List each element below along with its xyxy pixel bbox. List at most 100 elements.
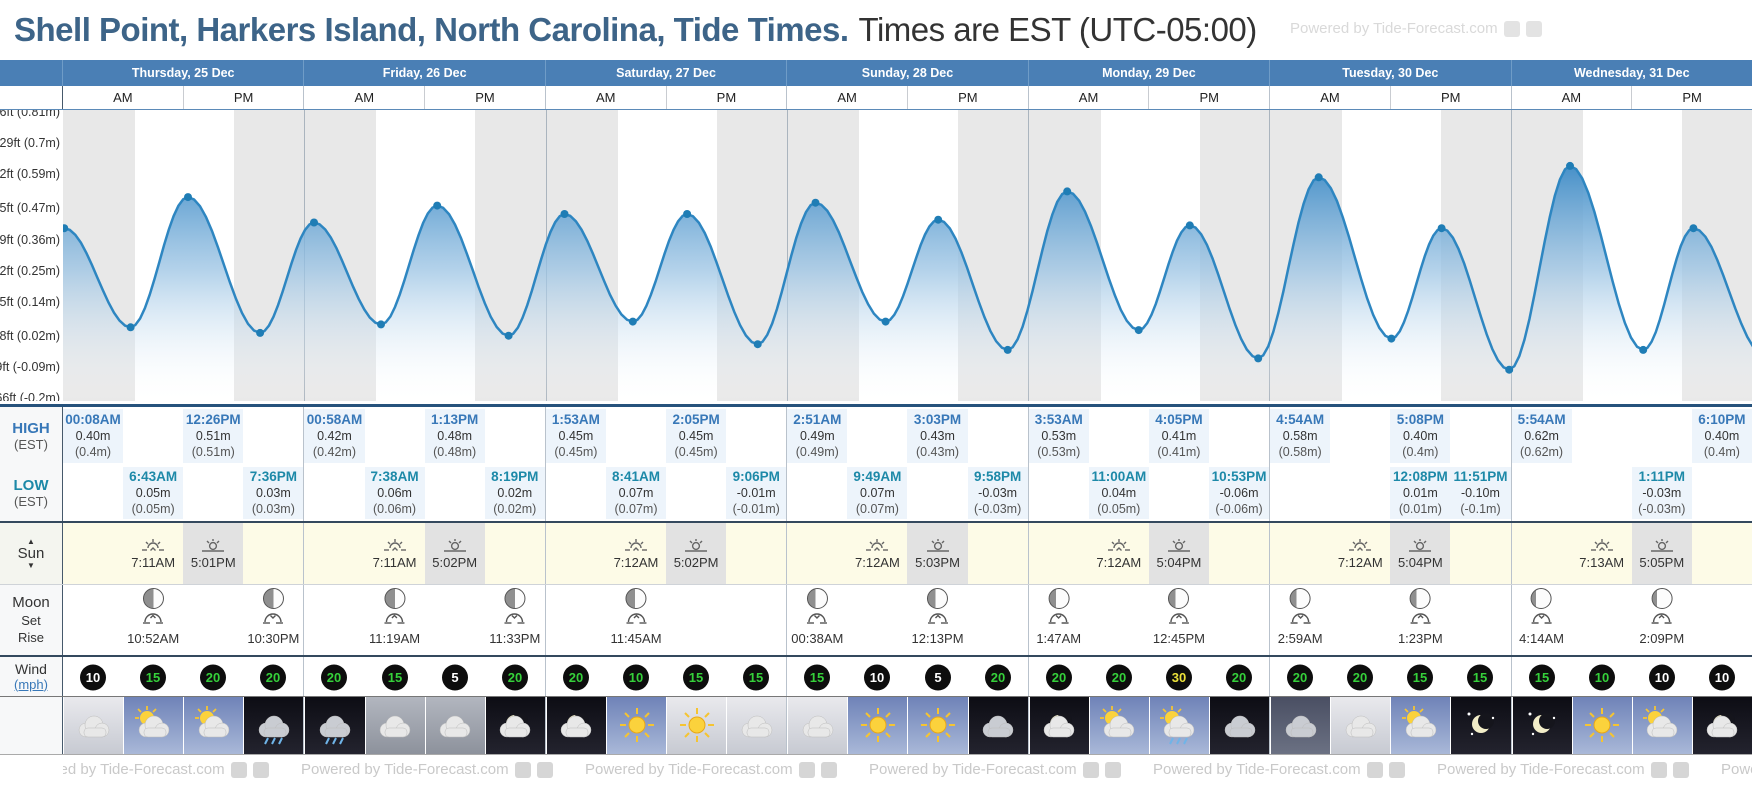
high-tide-height-alt: (0.43m) (915, 445, 960, 459)
low-label-tz: (EST) (14, 494, 48, 509)
high-tide-entry: 00:58AM 0.42m (0.42m) (304, 409, 365, 463)
moon-set-entry: 11:19AM (369, 588, 420, 655)
sun-row: ▲ Sun ▼ 7:11AM 5:01PM 7:11AM 5:02PM 7:12AM 5:… (0, 523, 1752, 585)
high-tide-height: 0.43m (920, 429, 955, 443)
y-axis-label: 2.66ft (0.81m) (0, 110, 60, 120)
playstore-icon (1388, 761, 1405, 778)
wind-badge: 30 (1165, 660, 1196, 690)
weather-moon-icon (1528, 712, 1556, 735)
moon-phase-icon (142, 588, 164, 609)
wind-badge: 20 (321, 664, 348, 696)
weather-cell (1028, 697, 1089, 754)
day-header-1: Thursday, 25 Dec (131, 66, 235, 80)
sunset-icon (443, 538, 466, 552)
tide-point-high (934, 215, 943, 224)
high-label-tz: (EST) (14, 437, 48, 452)
watermark-footer: Powered by Tide-Forecast.com (585, 761, 837, 778)
ampm-day-2: AM PM (303, 86, 544, 109)
high-tide-height: 0.58m (1282, 429, 1318, 443)
am-label: AM (595, 90, 616, 105)
low-tide-entry: 9:06PM -0.01m (-0.01m) (726, 467, 787, 519)
tide-day-7: 5:54AM 0.62m (0.62m) 6:10PM 0.40m (0.4m) (1510, 407, 1752, 465)
wind-speed-badge: 10 (72, 655, 114, 698)
sunrise-entry: 7:12AM (1330, 523, 1390, 584)
low-tide-entry: 12:08PM 0.01m (0.01m) (1390, 467, 1451, 519)
tide-point-low (1134, 326, 1143, 335)
weather-sun-icon (1585, 707, 1620, 742)
wind-speed-badge: 15 (1521, 655, 1563, 698)
low-tide-height-alt: (0.01m) (1398, 502, 1442, 516)
wind-badge: 5 (921, 660, 951, 690)
pm-label: PM (1148, 86, 1269, 109)
wind-badge: 20 (984, 660, 1014, 690)
weather-cell (907, 697, 968, 754)
tide-point-high (1566, 161, 1574, 170)
tide-point-high (1063, 187, 1072, 196)
weather-rain-icon (319, 715, 351, 744)
ampm-day-4: AM PM (786, 86, 1027, 109)
sun-day-6: 7:12AM 5:04PM (1269, 523, 1510, 584)
tide-point-low (1003, 345, 1012, 354)
sun-cells: 7:11AM 5:01PM 7:11AM 5:02PM 7:12AM 5:02PM 7:12… (63, 523, 1752, 584)
pm-label: PM (182, 86, 304, 109)
weather-cell (1450, 697, 1511, 754)
weather-cell (1390, 697, 1451, 754)
weather-cell (605, 697, 667, 754)
wind-badge: 20 (562, 660, 593, 690)
sunset-entry: 5:02PM (666, 523, 727, 584)
weather-day-5 (1027, 697, 1270, 754)
high-row-label: HIGH (EST) (0, 407, 63, 465)
svg-text:15: 15 (1534, 670, 1548, 685)
weather-cell (304, 697, 365, 754)
pm-label: PM (1631, 86, 1752, 109)
sun-label-text: Sun (17, 544, 45, 562)
low-tide-entry: 11:00AM 0.04m (0.05m) (1088, 467, 1149, 519)
wind-badge: 15 (804, 664, 831, 696)
svg-text:10: 10 (870, 670, 884, 685)
weather-cloud-icon (1224, 715, 1255, 737)
moon-phase-icon (262, 588, 284, 609)
low-label-text: LOW (13, 477, 49, 494)
weather-row-spacer (0, 697, 63, 754)
wind-cells: 10 15 20 20 20 15 5 20 20 10 15 15 15 10 5 20 20 20 30 20 20… (63, 655, 1752, 698)
y-axis-label: -0.29ft (-0.09m) (0, 359, 60, 374)
high-tide-entry: 3:03PM 0.43m (0.43m) (907, 409, 968, 463)
high-tide-height: 0.62m (1524, 429, 1559, 443)
y-axis-label: 2.29ft (0.7m) (0, 136, 60, 151)
sunrise-icon (866, 538, 889, 551)
wind-day-6: 20 20 15 15 (1269, 657, 1510, 696)
sunrise-icon (624, 538, 647, 551)
svg-text:20: 20 (1293, 670, 1307, 685)
svg-text:20: 20 (569, 670, 583, 685)
weather-cell (1691, 697, 1752, 754)
low-tide-entry: 7:38AM 0.06m (0.06m) (364, 467, 425, 519)
moon-rise-icon (1290, 613, 1311, 624)
sunrise-entry: 7:11AM (123, 523, 183, 584)
chart-day-divider (1510, 110, 1512, 401)
low-tide-height-alt: (0.05m) (1097, 502, 1141, 516)
moon-phase-icon (927, 588, 949, 609)
wind-badge: 20 (501, 659, 530, 690)
high-tide-height: 0.53m (1041, 429, 1077, 443)
low-tide-height-alt: (0.06m) (373, 502, 417, 516)
weather-cloud-icon (439, 715, 471, 737)
low-tide-height-alt: (-0.01m) (732, 502, 780, 516)
moon-phase-icon (806, 588, 828, 609)
wind-mph-link[interactable]: (mph) (14, 676, 48, 692)
sun-row-label[interactable]: ▲ Sun ▼ (0, 523, 63, 584)
sunrise-icon (1107, 538, 1130, 551)
weather-cell (1270, 697, 1331, 754)
low-tide-entry: 11:51PM -0.10m (-0.1m) (1450, 467, 1511, 519)
weather-cell (666, 697, 727, 754)
wind-badge: 15 (1528, 664, 1557, 695)
tide-point-high (1185, 221, 1194, 230)
moon-set-entry: 2:09PM (1639, 588, 1684, 655)
low-tide-height: -0.06m (1219, 486, 1259, 500)
low-tide-height: 0.07m (860, 486, 895, 500)
sunrise-entry: 7:12AM (606, 523, 666, 584)
svg-text:15: 15 (749, 670, 763, 685)
wind-speed-badge: 20 (1218, 655, 1260, 698)
low-tide-height-alt: (-0.03m) (1638, 502, 1686, 516)
high-tide-entry: 5:54AM 0.62m (0.62m) (1511, 409, 1572, 463)
